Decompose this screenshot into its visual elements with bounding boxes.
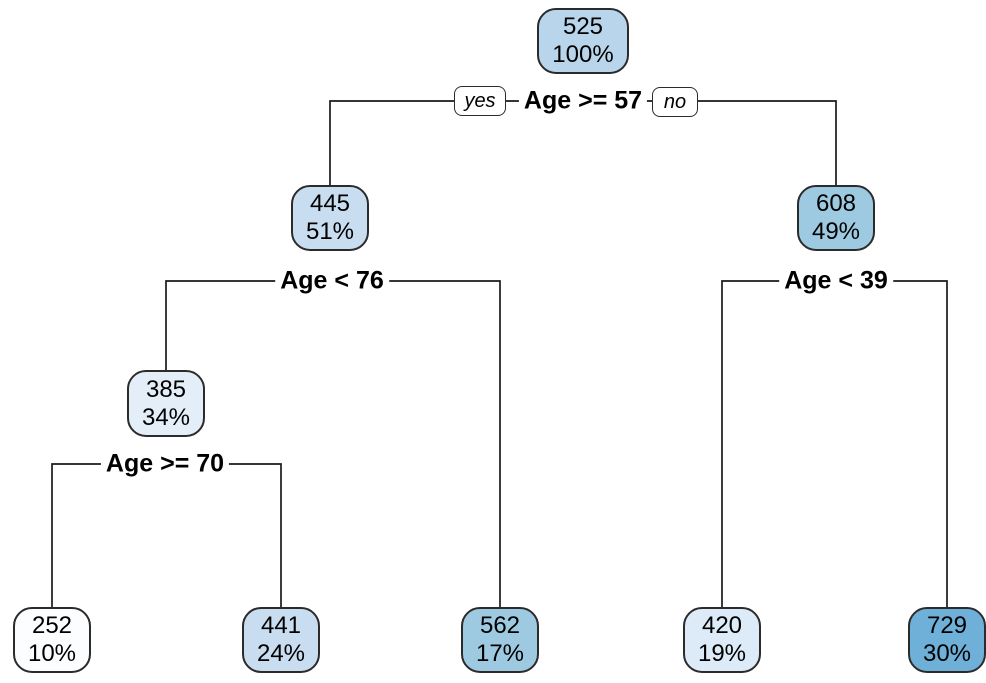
branch-right-to-children <box>721 280 948 607</box>
node-right: 608 49% <box>797 185 875 251</box>
split-label-right: Age < 39 <box>779 266 893 296</box>
node-percent: 17% <box>475 640 525 667</box>
node-percent: 34% <box>141 403 191 431</box>
node-left-right: 562 17% <box>461 607 539 673</box>
branch-leftleft-to-children <box>51 463 282 607</box>
node-root: 525 100% <box>537 8 629 74</box>
node-right-left: 420 19% <box>683 607 761 673</box>
node-percent: 24% <box>256 640 306 667</box>
node-left-left: 385 34% <box>127 370 205 437</box>
node-value: 608 <box>815 190 857 217</box>
node-value: 729 <box>926 612 968 639</box>
node-percent: 10% <box>27 640 77 667</box>
node-left-left-right: 441 24% <box>242 607 320 673</box>
branch-label-yes: yes <box>454 86 506 116</box>
node-value: 441 <box>260 612 302 639</box>
node-right-right: 729 30% <box>908 607 986 673</box>
node-value: 445 <box>309 190 351 217</box>
node-percent: 100% <box>552 41 614 68</box>
node-value: 385 <box>145 375 187 403</box>
node-percent: 30% <box>922 640 972 667</box>
split-label-root: Age >= 57 <box>518 86 648 116</box>
node-value: 420 <box>701 612 743 639</box>
node-left: 445 51% <box>291 185 369 251</box>
node-percent: 49% <box>811 218 861 245</box>
split-label-left: Age < 76 <box>275 266 389 296</box>
branch-line-group <box>51 100 948 607</box>
branch-left-to-children <box>165 280 501 607</box>
split-label-left-left: Age >= 70 <box>100 449 230 479</box>
node-value: 525 <box>562 13 604 40</box>
node-percent: 51% <box>305 218 355 245</box>
node-percent: 19% <box>697 640 747 667</box>
branch-label-no: no <box>652 87 698 117</box>
node-value: 562 <box>479 612 521 639</box>
node-value: 252 <box>31 612 73 639</box>
node-left-left-left: 252 10% <box>13 607 91 673</box>
